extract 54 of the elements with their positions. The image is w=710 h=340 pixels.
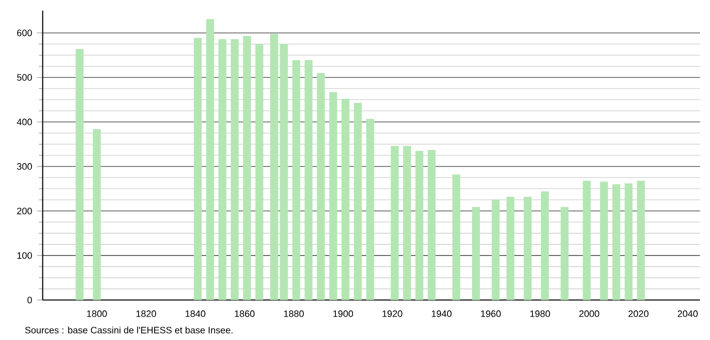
bar [230,39,239,300]
x-tick-label: 2020 [628,310,648,317]
bar [560,206,569,300]
bar [280,44,288,300]
bar [472,206,480,300]
bar [492,199,500,300]
x-tick-label: 1900 [333,310,354,317]
x-tick-label: 1980 [530,310,550,317]
x-tick-label: 1880 [284,310,304,317]
x-tick-label: 2040 [678,310,698,317]
bar [506,196,514,300]
bar [92,129,101,300]
x-tick-label: 1940 [432,310,452,317]
x-tick-label: 1920 [382,310,402,317]
x-tick-label: 1800 [87,310,107,317]
y-tick-label: 200 [17,208,32,214]
bar [390,146,399,300]
bar [612,184,620,300]
bar [403,146,411,300]
bar [452,174,460,300]
y-tick-label: 600 [17,30,32,36]
bar [428,150,436,300]
x-tick-label: 1820 [136,310,156,317]
y-tick-label: 400 [16,118,32,126]
y-tick-label: 100 [17,252,32,259]
bar [415,150,424,300]
bar [316,72,325,300]
bar [600,182,608,300]
bar [206,19,214,300]
bar [624,183,633,300]
bar [354,102,362,300]
bar [292,60,300,300]
bar [582,180,591,300]
x-tick-label: 1840 [186,310,206,317]
bar [329,92,338,300]
bar [636,180,645,300]
bar [304,60,312,300]
bar [540,191,549,300]
x-tick-label: 2000 [579,310,600,317]
bar [342,98,350,300]
bar [76,48,84,300]
source-note: Sources : base Cassini de l'EHESS et base Insee. [25,326,232,334]
bar [218,39,226,300]
bar [194,38,202,300]
bar [243,36,251,300]
y-tick-label: 300 [17,163,32,170]
bar [524,196,532,300]
x-tick-label: 1960 [481,310,501,317]
bar [366,118,374,300]
y-tick-label: 0 [27,296,32,304]
bar [270,34,278,300]
y-tick-label: 500 [17,74,32,81]
bar [255,44,264,300]
x-tick-label: 1860 [234,310,255,317]
